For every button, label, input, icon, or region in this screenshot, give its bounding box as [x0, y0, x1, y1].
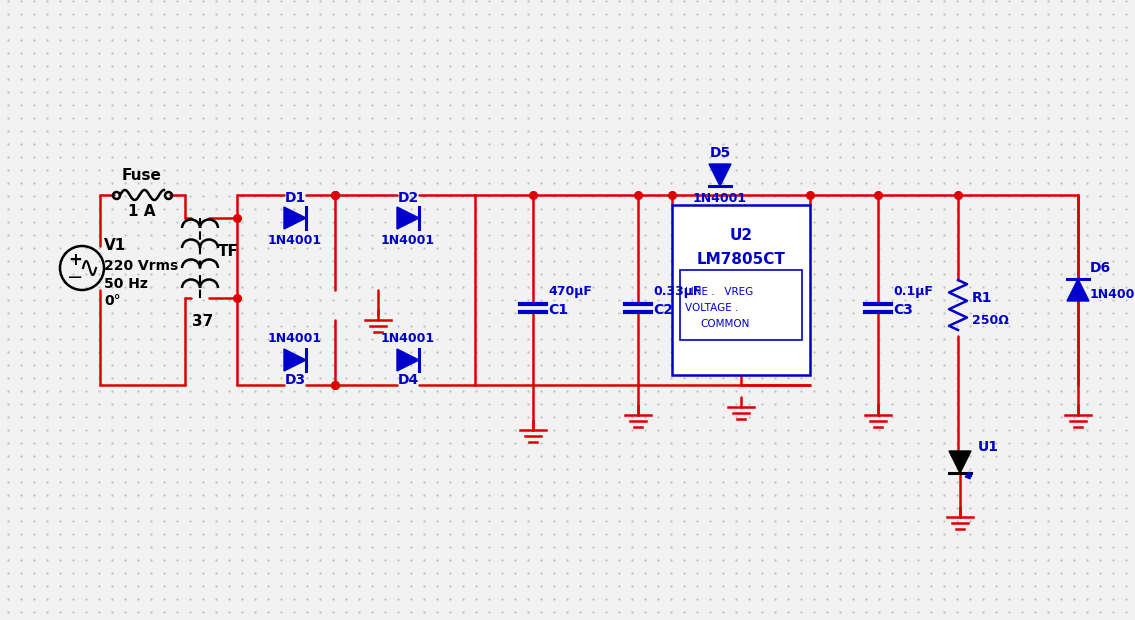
- Text: 1N4001: 1N4001: [1090, 288, 1135, 301]
- Text: 1N4001: 1N4001: [381, 234, 435, 247]
- Text: 1N4001: 1N4001: [268, 332, 322, 345]
- Text: 50 Hz: 50 Hz: [104, 277, 148, 291]
- Text: COMMON: COMMON: [700, 319, 749, 329]
- Text: C3: C3: [893, 303, 913, 317]
- Text: D2: D2: [397, 191, 419, 205]
- Text: D4: D4: [397, 373, 419, 387]
- Text: V1: V1: [104, 239, 126, 254]
- Polygon shape: [284, 349, 306, 371]
- FancyBboxPatch shape: [680, 270, 802, 340]
- Text: LINE .   VREG: LINE . VREG: [686, 287, 754, 297]
- FancyBboxPatch shape: [672, 205, 810, 375]
- Text: 1N4001: 1N4001: [381, 332, 435, 345]
- Text: 37: 37: [192, 314, 213, 329]
- Text: D1: D1: [285, 191, 305, 205]
- Polygon shape: [397, 349, 419, 371]
- Text: TF: TF: [218, 244, 238, 260]
- Polygon shape: [1067, 279, 1088, 301]
- Text: D3: D3: [285, 373, 305, 387]
- Text: 1 A: 1 A: [128, 205, 155, 219]
- Text: U2: U2: [730, 228, 753, 242]
- Text: 470μF: 470μF: [548, 285, 591, 298]
- Text: D5: D5: [709, 146, 731, 160]
- Text: 220 Vrms: 220 Vrms: [104, 259, 178, 273]
- Polygon shape: [709, 164, 731, 186]
- Text: 1N4001: 1N4001: [693, 192, 747, 205]
- Text: +: +: [68, 251, 82, 269]
- Text: 0°: 0°: [104, 294, 120, 308]
- Text: LM7805CT: LM7805CT: [697, 252, 785, 267]
- Polygon shape: [949, 451, 972, 473]
- Text: VOLTAGE .: VOLTAGE .: [686, 303, 739, 313]
- Polygon shape: [284, 207, 306, 229]
- Text: 0.33μF: 0.33μF: [653, 285, 701, 298]
- Text: −: −: [67, 267, 83, 286]
- Text: 0.1μF: 0.1μF: [893, 285, 933, 298]
- Text: C2: C2: [653, 303, 673, 317]
- Text: C1: C1: [548, 303, 568, 317]
- Text: U1: U1: [978, 440, 999, 454]
- Text: 250Ω: 250Ω: [972, 314, 1009, 327]
- Text: 1N4001: 1N4001: [268, 234, 322, 247]
- Text: D6: D6: [1090, 261, 1111, 275]
- Text: Fuse: Fuse: [123, 167, 162, 182]
- Polygon shape: [397, 207, 419, 229]
- Text: R1: R1: [972, 291, 992, 305]
